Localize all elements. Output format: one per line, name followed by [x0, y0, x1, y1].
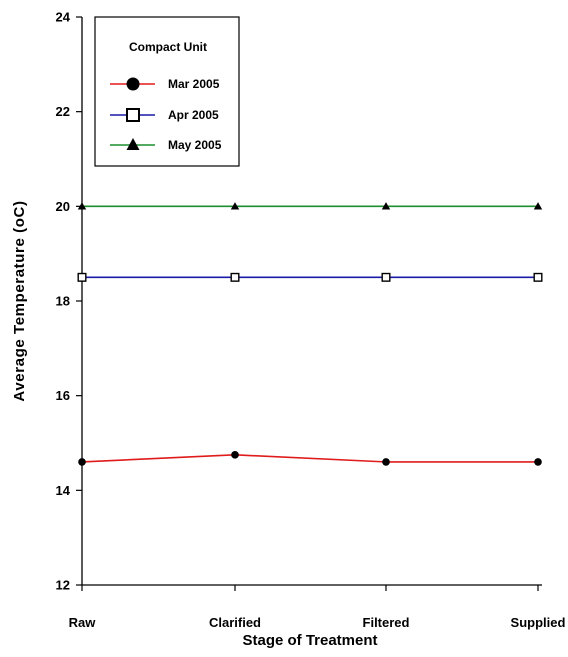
legend-marker	[126, 108, 140, 122]
series-line	[81, 454, 538, 463]
legend-marker	[126, 77, 140, 91]
data-point	[77, 272, 87, 282]
x-tick-label: Supplied	[511, 615, 566, 630]
series-mar-2005	[78, 451, 542, 466]
series-may-2005	[77, 202, 543, 210]
legend-label: Apr 2005	[168, 108, 219, 122]
x-ticks: Raw Clarified Filtered Supplied	[69, 585, 566, 630]
x-tick-label: Filtered	[363, 615, 410, 630]
legend: Compact Unit Mar 2005 Apr 2005 May 2005	[94, 16, 240, 167]
legend-box	[94, 16, 240, 167]
series-layer	[77, 202, 543, 466]
data-point	[77, 202, 87, 210]
data-point	[382, 458, 390, 466]
legend-label: Mar 2005	[168, 77, 220, 91]
data-point	[78, 458, 86, 466]
x-tick-label: Clarified	[209, 615, 261, 630]
data-point	[381, 272, 391, 282]
legend-marker	[126, 138, 140, 150]
series-apr-2005	[77, 272, 543, 282]
x-axis-title: Stage of Treatment	[242, 632, 377, 649]
y-tick-label: 16	[56, 388, 70, 403]
data-point	[230, 272, 240, 282]
data-point	[231, 451, 239, 459]
y-axis-title: Average Temperature (oC)	[11, 200, 28, 401]
data-point	[533, 202, 543, 210]
y-ticks: 12 14 16 18 20 22 24	[56, 10, 82, 593]
y-tick-label: 18	[56, 294, 70, 309]
y-tick-label: 12	[56, 578, 70, 593]
legend-items: Mar 2005 Apr 2005 May 2005	[110, 77, 222, 152]
legend-title: Compact Unit	[129, 40, 207, 54]
x-tick-label: Raw	[69, 615, 97, 630]
legend-item: Mar 2005	[110, 77, 220, 91]
y-tick-label: 20	[56, 199, 70, 214]
y-tick-label: 22	[56, 104, 70, 119]
y-tick-label: 24	[56, 10, 71, 25]
data-point	[533, 272, 543, 282]
legend-label: May 2005	[168, 138, 222, 152]
data-point	[230, 202, 240, 210]
data-point	[534, 458, 542, 466]
legend-item: May 2005	[110, 138, 222, 152]
y-tick-label: 14	[56, 483, 71, 498]
data-point	[381, 202, 391, 210]
legend-item: Apr 2005	[110, 108, 219, 122]
